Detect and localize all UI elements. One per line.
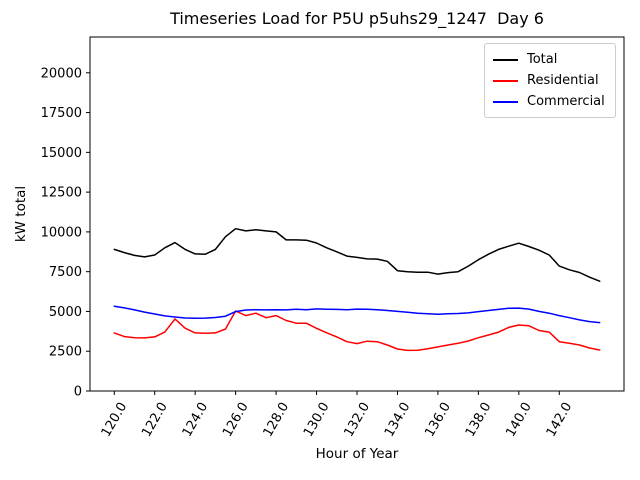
legend-item-commercial: Commercial bbox=[493, 91, 607, 112]
y-tick-label: 10000 bbox=[41, 225, 82, 240]
x-tick-label: 120.0 bbox=[99, 400, 131, 440]
x-tick-label: 132.0 bbox=[341, 400, 373, 440]
legend-label-residential: Residential bbox=[527, 73, 599, 88]
commercial-line-swatch bbox=[493, 100, 518, 103]
total-line-swatch bbox=[493, 58, 518, 61]
legend-label-commercial: Commercial bbox=[527, 94, 605, 109]
y-tick-label: 15000 bbox=[41, 146, 82, 161]
legend: Total Residential Commercial bbox=[484, 43, 616, 118]
y-tick-label: 17500 bbox=[41, 106, 82, 121]
x-tick-label: 122.0 bbox=[139, 400, 171, 440]
x-tick-label: 134.0 bbox=[382, 400, 414, 440]
legend-item-residential: Residential bbox=[493, 70, 607, 91]
legend-item-total: Total bbox=[493, 49, 607, 70]
y-tick-label: 5000 bbox=[49, 305, 82, 320]
legend-label-total: Total bbox=[527, 52, 558, 67]
chart-title: Timeseries Load for P5U p5uhs29_1247 Day… bbox=[170, 9, 544, 28]
residential-line-swatch bbox=[493, 79, 518, 82]
x-tick-label: 128.0 bbox=[261, 400, 293, 440]
x-axis-label: Hour of Year bbox=[315, 446, 399, 462]
series-line-commercial bbox=[113, 305, 601, 324]
y-tick-label: 20000 bbox=[41, 66, 82, 81]
x-tick-label: 130.0 bbox=[301, 400, 333, 440]
x-tick-label: 140.0 bbox=[503, 400, 535, 440]
y-tick-label: 7500 bbox=[49, 265, 82, 280]
x-tick-label: 136.0 bbox=[422, 400, 454, 440]
series-line-total bbox=[113, 227, 601, 282]
y-tick-label: 0 bbox=[74, 385, 82, 400]
y-tick-label: 12500 bbox=[41, 186, 82, 201]
x-tick-label: 124.0 bbox=[180, 400, 212, 440]
x-tick-label: 138.0 bbox=[463, 400, 495, 440]
x-tick-label: 142.0 bbox=[544, 400, 576, 440]
x-tick-label: 126.0 bbox=[220, 400, 252, 440]
y-tick-label: 2500 bbox=[49, 345, 82, 360]
series-line-residential bbox=[113, 310, 601, 352]
